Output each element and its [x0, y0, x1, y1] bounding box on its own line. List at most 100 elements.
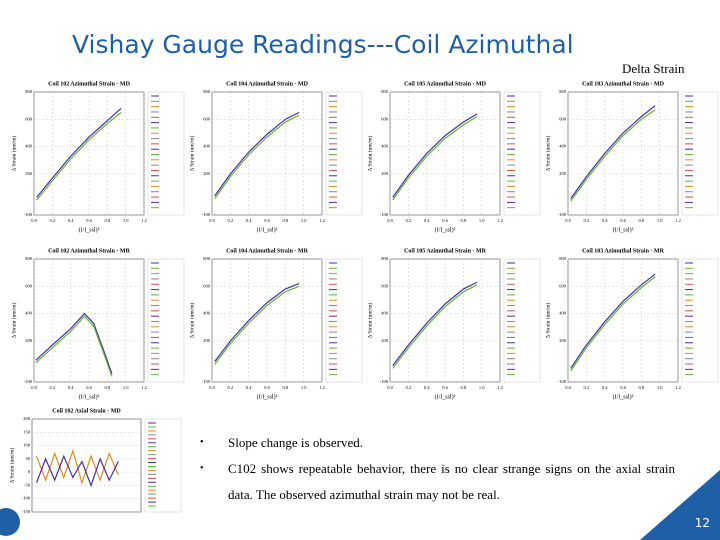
x-tick-label: 1.2: [141, 218, 147, 223]
y-tick-label: -100: [202, 212, 211, 217]
data-line: [392, 284, 478, 369]
y-tick-label: 200: [23, 416, 31, 421]
x-tick-label: 1.0: [123, 385, 129, 390]
y-tick-label: 150: [23, 429, 31, 434]
bullet: C102 shows repeatable behavior, there is…: [200, 456, 675, 508]
x-tick-label: 0.0: [387, 385, 393, 390]
data-line: [214, 285, 300, 365]
chart-title: Coil 102 Azimuthal Strain - MD: [48, 81, 130, 87]
x-tick-label: 0.4: [246, 385, 252, 390]
y-axis-label: Δ Strain (um/m): [8, 448, 15, 484]
y-tick-label: 200: [559, 338, 567, 343]
x-tick-label: 1.0: [479, 385, 485, 390]
y-tick-label: 0: [28, 469, 31, 474]
x-tick-label: 0.2: [228, 218, 234, 223]
chart-title: Coil 104 Azimuthal Strain - MD: [226, 81, 308, 87]
data-line: [570, 273, 656, 369]
y-tick-label: -100: [202, 379, 211, 384]
legend-box: [325, 91, 363, 216]
y-tick-label: 400: [381, 311, 389, 316]
x-tick-label: 1.2: [497, 218, 503, 223]
data-line: [214, 111, 300, 197]
y-tick-label: 400: [559, 311, 567, 316]
y-tick-label: 800: [203, 256, 211, 261]
y-tick-label: -50: [24, 482, 31, 487]
x-tick-label: 1.2: [675, 218, 681, 223]
data-line: [35, 312, 113, 374]
y-tick-label: -100: [380, 379, 389, 384]
x-tick-label: 0.8: [639, 385, 645, 390]
x-tick-label: 1.2: [141, 385, 147, 390]
corner-decoration: [640, 470, 720, 540]
x-tick-label: 1.2: [675, 385, 681, 390]
x-tick-label: 0.6: [620, 385, 626, 390]
x-tick-label: 1.0: [657, 385, 663, 390]
y-tick-label: -150: [22, 509, 31, 514]
x-tick-label: 0.8: [283, 218, 289, 223]
data-line: [570, 276, 656, 372]
x-tick-label: 0.6: [264, 385, 270, 390]
x-tick-label: 0.0: [565, 385, 571, 390]
y-tick-label: 800: [381, 256, 389, 261]
x-tick-label: 0.4: [602, 218, 608, 223]
y-tick-label: 600: [203, 116, 211, 121]
y-axis-label: Δ Strain (um/m): [366, 136, 373, 172]
bullet: Slope change is observed.: [200, 430, 675, 456]
x-tick-label: 0.8: [461, 218, 467, 223]
y-tick-label: 800: [203, 89, 211, 94]
x-tick-label: 0.0: [209, 218, 215, 223]
y-tick-label: 400: [203, 144, 211, 149]
y-axis-label: Δ Strain (um/m): [366, 303, 373, 339]
x-tick-label: 0.0: [209, 385, 215, 390]
data-line: [214, 114, 300, 199]
x-tick-label: 0.2: [584, 218, 590, 223]
y-tick-label: 400: [381, 144, 389, 149]
y-tick-label: 600: [559, 283, 567, 288]
x-tick-label: 1.0: [301, 218, 307, 223]
plot-frame: [31, 418, 142, 513]
x-tick-label: 1.0: [301, 385, 307, 390]
x-tick-label: 0.4: [68, 218, 74, 223]
y-tick-label: -100: [24, 379, 33, 384]
y-tick-label: 200: [559, 171, 567, 176]
x-tick-label: 0.6: [620, 218, 626, 223]
y-axis-label: Δ Strain (um/m): [10, 303, 17, 339]
x-tick-label: 0.0: [31, 385, 37, 390]
x-tick-label: 0.2: [50, 385, 56, 390]
data-line: [392, 113, 478, 198]
x-tick-label: 0.4: [424, 218, 430, 223]
x-tick-label: 0.4: [68, 385, 74, 390]
y-tick-label: 400: [25, 311, 33, 316]
data-line: [35, 454, 119, 488]
y-tick-label: 800: [25, 89, 33, 94]
y-tick-label: 600: [203, 283, 211, 288]
y-tick-label: -100: [380, 212, 389, 217]
y-axis-label: Δ Strain (um/m): [544, 136, 551, 172]
slide-title: Vishay Gauge Readings---Coil Azimuthal: [72, 30, 574, 59]
x-axis-label: (I/I_ssl)²: [435, 226, 456, 233]
y-tick-label: -100: [558, 379, 567, 384]
legend-box: [503, 91, 541, 216]
logo: [0, 508, 20, 536]
y-tick-label: 800: [25, 256, 33, 261]
data-line: [392, 281, 478, 366]
x-tick-label: 1.2: [319, 218, 325, 223]
x-tick-label: 0.2: [50, 218, 56, 223]
y-tick-label: 50: [26, 456, 31, 461]
x-tick-label: 1.0: [123, 218, 129, 223]
y-tick-label: 200: [381, 171, 389, 176]
data-line: [392, 116, 478, 201]
y-tick-label: 600: [25, 283, 33, 288]
y-tick-label: 200: [203, 171, 211, 176]
legend-box: [325, 258, 363, 383]
y-tick-label: 100: [23, 443, 31, 448]
legend-box: [147, 258, 185, 383]
y-tick-label: 800: [559, 89, 567, 94]
x-tick-label: 0.8: [283, 385, 289, 390]
x-tick-label: 0.2: [228, 385, 234, 390]
chart-title: Coil 104 Azimuthal Strain - MR: [226, 248, 308, 254]
x-tick-label: 0.4: [424, 385, 430, 390]
x-axis-label: (I/I_ssl)²: [257, 393, 278, 400]
